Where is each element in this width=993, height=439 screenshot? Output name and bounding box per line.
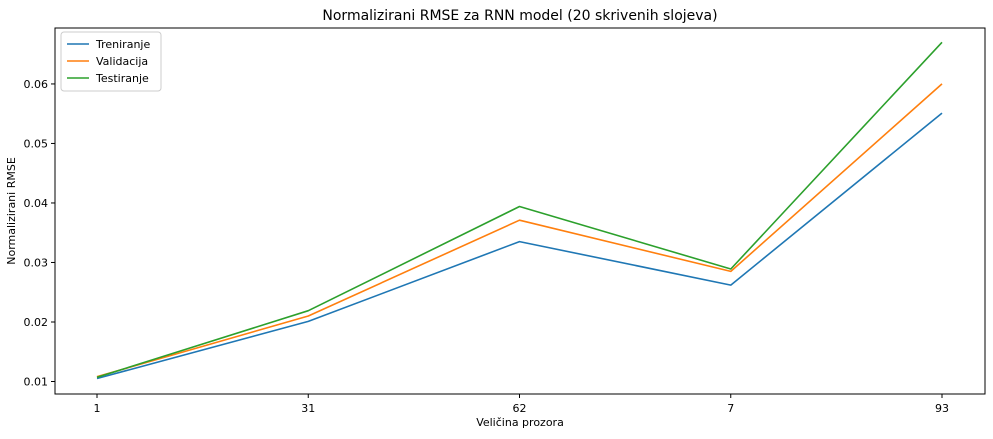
y-tick-label: 0.03 — [24, 256, 49, 269]
y-tick-label: 0.05 — [24, 137, 49, 150]
y-tick-label: 0.04 — [24, 197, 49, 210]
series-line-validacija — [96, 83, 943, 378]
legend-label: Testiranje — [95, 72, 149, 85]
x-tick-label: 1 — [94, 402, 101, 415]
chart-title: Normalizirani RMSE za RNN model (20 skri… — [322, 8, 717, 24]
plot-frame — [54, 27, 986, 395]
x-axis-label: Veličina prozora — [476, 416, 564, 429]
series-line-treniranje — [96, 112, 943, 380]
series-line-testiranje — [96, 41, 943, 379]
x-tick-label: 31 — [301, 402, 315, 415]
legend-label: Treniranje — [95, 38, 150, 51]
y-tick-label: 0.06 — [24, 78, 49, 91]
y-axis-label: Normalizirani RMSE — [5, 157, 18, 265]
legend-label: Validacija — [96, 55, 148, 68]
legend: Treniranje Validacija Testiranje — [60, 31, 162, 92]
x-tick-label: 62 — [513, 402, 527, 415]
y-tick-label: 0.01 — [24, 376, 49, 389]
x-tick-label: 93 — [935, 402, 949, 415]
y-tick-label: 0.02 — [24, 316, 49, 329]
x-tick-label: 7 — [727, 402, 734, 415]
legend-box — [60, 31, 162, 92]
plot-area: 1 31 62 7 93 0.01 0.02 0.03 0.04 0.05 0.06 — [24, 27, 986, 415]
